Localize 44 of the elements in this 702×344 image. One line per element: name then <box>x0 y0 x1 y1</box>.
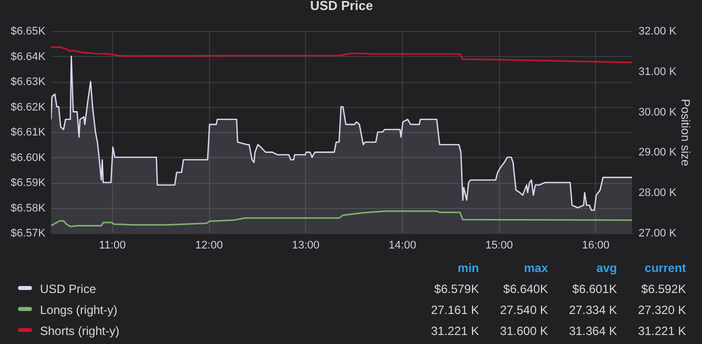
x-tick-label: 13:00 <box>292 240 320 252</box>
text: 27.540 K <box>498 302 548 318</box>
legend-label: Shorts (right-y) <box>40 324 120 338</box>
y-tick-label: $6.63K <box>10 76 46 88</box>
y-tick-label: $6.65K <box>10 26 46 38</box>
text: avg <box>595 260 617 277</box>
x-tick-label: 14:00 <box>388 240 416 252</box>
text: $6.601K <box>571 280 617 298</box>
y-tick-label: $6.64K <box>10 50 46 63</box>
y-tick-label: $6.59K <box>10 177 46 189</box>
legend-label: USD Price <box>40 282 96 296</box>
text: 31.364 K <box>568 322 617 340</box>
y-tick-label: $6.58K <box>10 202 46 214</box>
y-tick-label: $6.57K <box>10 228 46 240</box>
y2-tick-label: 31.00 K <box>638 66 678 78</box>
y-tick-label: $6.61K <box>10 126 46 138</box>
x-tick-label: 11:00 <box>99 240 126 252</box>
text: 31.221 K <box>430 322 479 340</box>
text: 27.320 K <box>636 302 686 318</box>
text: 27.334 K <box>568 302 617 318</box>
text: $6.640K <box>502 280 548 298</box>
y2-tick-label: 30.00 K <box>638 106 678 118</box>
text: $6.579K <box>433 280 479 298</box>
text: min <box>456 260 479 277</box>
text: 31.221 K <box>636 322 686 340</box>
legend-label: Longs (right-y) <box>40 302 118 316</box>
y-tick-label: $6.62K <box>10 101 46 114</box>
y2-tick-label: 28.00 K <box>638 187 678 200</box>
x-tick-label: 12:00 <box>195 240 223 252</box>
y2-tick-label: 29.00 K <box>638 146 678 159</box>
text: 27.161 K <box>430 302 479 318</box>
line-series <box>51 46 632 64</box>
text: current <box>644 260 686 277</box>
chart-title: USD Price <box>310 0 373 13</box>
y-tick-label: $6.60K <box>10 152 46 164</box>
x-tick-label: 15:00 <box>485 240 513 252</box>
y2-tick-label: 32.00 K <box>638 26 678 38</box>
y2-axis-title: Position size <box>678 98 692 167</box>
text: max <box>522 260 548 277</box>
y2-tick-label: 27.00 K <box>638 228 678 240</box>
x-tick-label: 16:00 <box>582 240 610 252</box>
text: 31.600 K <box>498 322 548 340</box>
line-series <box>51 210 632 228</box>
text: $6.592K <box>640 280 686 298</box>
